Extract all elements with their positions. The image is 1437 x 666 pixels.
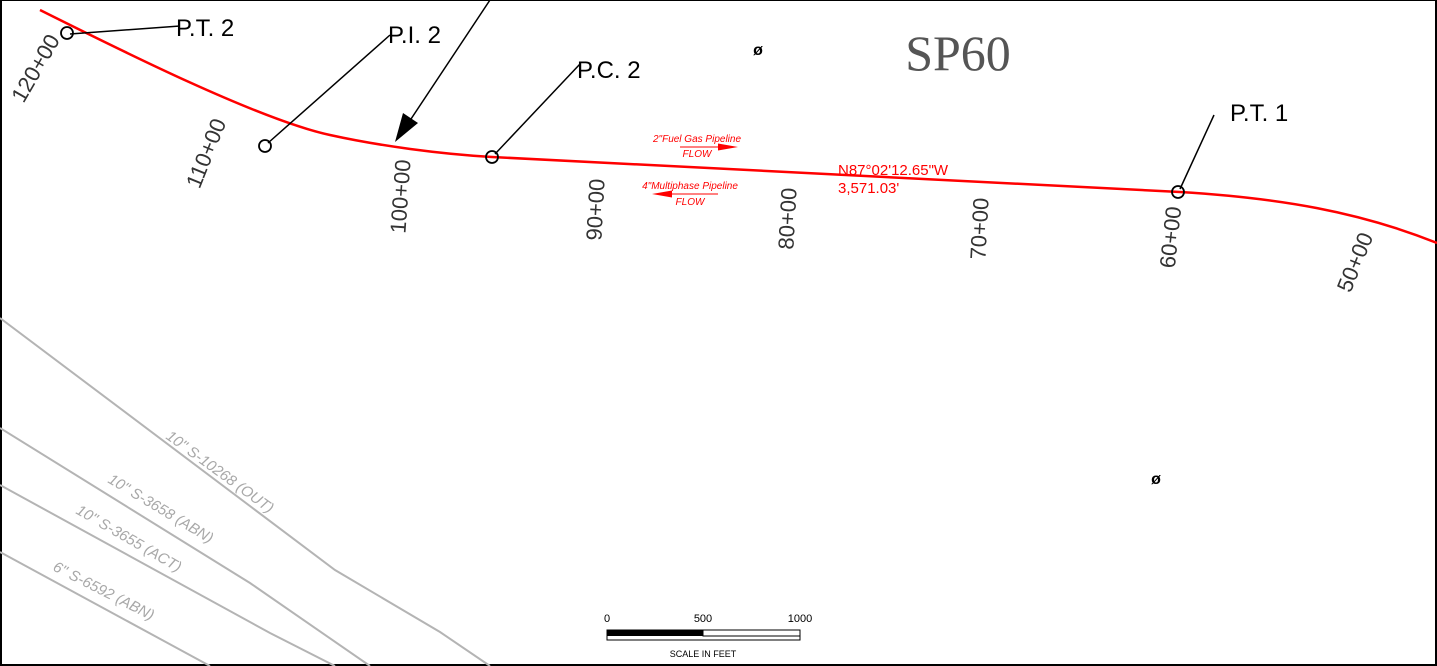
station-label: 80+00 <box>773 187 801 250</box>
pt2-marker <box>60 26 74 40</box>
monument-symbol: ø <box>753 42 763 59</box>
pc2-marker <box>485 150 499 164</box>
pt1-marker <box>1171 185 1185 199</box>
pt2-leader <box>69 25 181 35</box>
pt1-label: P.T. 1 <box>1230 100 1288 127</box>
station-label: 120+00 <box>6 30 65 107</box>
distance-label: 3,571.03' <box>838 180 899 197</box>
existing-pipelines <box>0 317 491 666</box>
pipeline-s-10268 <box>0 317 491 666</box>
pc-leader <box>404 0 491 129</box>
station-label: 60+00 <box>1155 205 1186 269</box>
leader-arrowhead <box>395 113 418 142</box>
pipeline-s-3655 <box>0 484 336 666</box>
fuel-gas-arrowhead <box>718 143 738 151</box>
pipeline-label: 6" S-6592 (ABN) <box>50 558 157 624</box>
scale-tick-label: 1000 <box>788 613 812 625</box>
pt1-leader <box>1179 114 1215 190</box>
monument-symbol: ø <box>1151 471 1161 488</box>
pt2-label: P.T. 2 <box>176 15 234 42</box>
multiphase-label: 4"Multiphase Pipeline <box>642 181 738 192</box>
fuel-gas-flow-word: FLOW <box>683 149 713 160</box>
fuel-gas-label: 2"Fuel Gas Pipeline <box>652 134 741 145</box>
scale-segment-filled <box>607 630 703 636</box>
pi2-marker <box>258 139 272 153</box>
pi2-leader <box>267 34 391 144</box>
station-label: 70+00 <box>965 197 993 260</box>
multiphase-flow-word: FLOW <box>676 197 706 208</box>
pipeline-s-6592 <box>0 551 211 666</box>
scale-bar: 0 500 1000 SCALE IN FEET <box>604 613 812 659</box>
multiphase-flow-note: 4"Multiphase Pipeline FLOW <box>642 181 738 208</box>
fuel-gas-flow-note: 2"Fuel Gas Pipeline FLOW <box>652 134 741 160</box>
station-label: 100+00 <box>385 159 415 235</box>
station-label: 50+00 <box>1332 229 1378 296</box>
bearing-label: N87°02'12.65"W <box>838 162 949 179</box>
scale-bar-outline <box>606 629 801 641</box>
pc2-leader <box>494 63 581 155</box>
pi2-label: P.I. 2 <box>388 22 441 49</box>
station-label: 110+00 <box>181 115 231 191</box>
pc2-label: P.C. 2 <box>577 57 641 84</box>
pipeline-s-3658 <box>0 427 371 666</box>
multiphase-arrowhead <box>652 190 672 198</box>
scale-caption: SCALE IN FEET <box>670 649 737 659</box>
scale-segment-empty <box>702 629 801 637</box>
alignment-centerline <box>39 8 1437 245</box>
scale-tick-label: 0 <box>604 613 610 625</box>
scale-tick-label: 500 <box>694 613 712 625</box>
sheet-label: SP60 <box>905 25 1011 81</box>
station-label: 90+00 <box>581 178 609 241</box>
leader-lines <box>69 0 1215 190</box>
pipeline-label: 10" S-10268 (OUT) <box>163 427 277 516</box>
